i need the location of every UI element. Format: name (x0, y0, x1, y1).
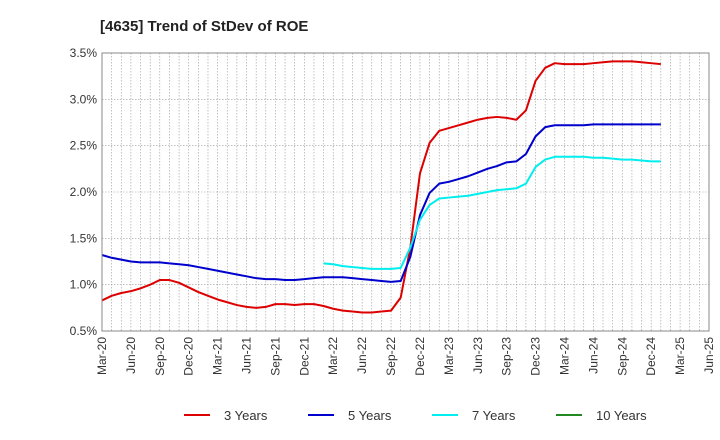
x-tick-label: Dec-23 (529, 337, 543, 376)
x-tick-label: Mar-23 (442, 337, 456, 375)
series-layer (101, 60, 661, 314)
x-tick-label: Sep-23 (500, 337, 514, 376)
y-axis-ticks: 0.5% 1.0% 1.5% 2.0% 2.5% 3.0% 3.5% (70, 46, 98, 338)
y-tick-label: 3.5% (70, 46, 98, 60)
x-tick-label: Jun-22 (355, 337, 369, 374)
y-tick-label: 1.5% (70, 231, 98, 245)
x-tick-label: Sep-22 (384, 337, 398, 376)
series-line-3-years (101, 60, 661, 314)
x-tick-label: Jun-23 (471, 337, 485, 374)
x-tick-label: Sep-20 (153, 337, 167, 376)
plot-frame (101, 52, 710, 332)
legend-label: 5 Years (348, 408, 392, 423)
x-tick-label: Mar-20 (95, 337, 109, 375)
x-tick-label: Sep-24 (615, 337, 629, 376)
x-tick-label: Dec-20 (182, 337, 196, 376)
legend-label: 3 Years (224, 408, 268, 423)
y-tick-label: 1.0% (70, 278, 98, 292)
y-tick-label: 0.5% (70, 324, 98, 338)
x-tick-label: Mar-24 (557, 337, 571, 375)
x-tick-label: Jun-21 (240, 337, 254, 374)
chart-title: [4635] Trend of StDev of ROE (100, 18, 308, 35)
x-axis-ticks: Mar-20 Jun-20 Sep-20 Dec-20 Mar-21 Jun-21 Sep-… (95, 337, 716, 376)
x-tick-label: Jun-24 (586, 337, 600, 374)
y-tick-label: 2.5% (70, 139, 98, 153)
series-line-7-years (323, 155, 661, 270)
x-tick-label: Dec-24 (644, 337, 658, 376)
x-tick-label: Dec-21 (297, 337, 311, 376)
x-tick-label: Jun-20 (124, 337, 138, 374)
legend: 3 Years 5 Years 7 Years 10 Years (184, 408, 647, 423)
legend-label: 10 Years (596, 408, 647, 423)
y-tick-label: 2.0% (70, 185, 98, 199)
x-tick-label: Mar-21 (211, 337, 225, 375)
x-tick-label: Sep-21 (268, 337, 282, 376)
series-line-5-years (101, 123, 661, 283)
x-tick-label: Mar-22 (326, 337, 340, 375)
x-tick-label: Mar-25 (673, 337, 687, 375)
y-tick-label: 3.0% (70, 92, 98, 106)
grid (102, 53, 709, 331)
x-tick-label: Dec-22 (413, 337, 427, 376)
legend-label: 7 Years (472, 408, 516, 423)
x-tick-label: Jun-25 (702, 337, 716, 374)
